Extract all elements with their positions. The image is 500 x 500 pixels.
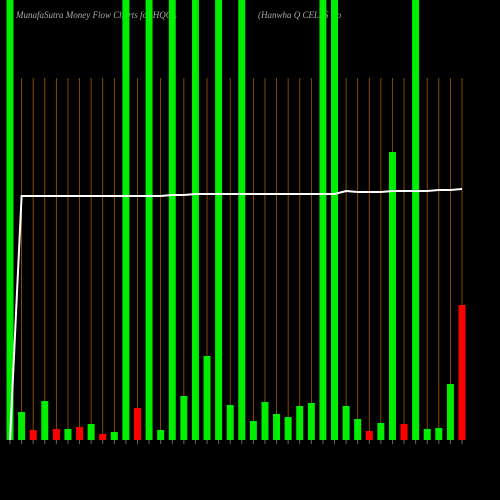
- bar: [133, 408, 141, 440]
- bar: [331, 0, 339, 440]
- bar: [423, 429, 431, 440]
- bar: [365, 431, 373, 440]
- bar: [377, 423, 385, 440]
- bar: [412, 0, 420, 440]
- bar: [41, 401, 49, 440]
- bar: [145, 0, 153, 440]
- bar: [168, 0, 176, 440]
- bar: [157, 430, 165, 440]
- bar: [226, 405, 234, 440]
- bar: [249, 421, 257, 440]
- bar: [446, 384, 454, 440]
- bar: [319, 0, 327, 440]
- bar: [261, 402, 269, 440]
- bar: [273, 414, 281, 440]
- bar: [191, 0, 199, 440]
- bar: [284, 417, 292, 440]
- bar: [64, 429, 72, 440]
- money-flow-line: [9, 188, 463, 441]
- bar: [388, 152, 396, 440]
- bar: [110, 432, 118, 440]
- bar: [435, 428, 443, 440]
- bar: [52, 429, 60, 440]
- bar: [203, 356, 211, 440]
- bar: [238, 0, 246, 440]
- bar: [458, 305, 466, 440]
- bar: [180, 396, 188, 440]
- bar: [76, 427, 84, 440]
- bar: [6, 0, 14, 440]
- bar: [307, 403, 315, 440]
- bar: [354, 419, 362, 440]
- bar: [296, 406, 304, 440]
- bar: [342, 406, 350, 440]
- bar: [122, 0, 130, 440]
- chart-subtitle: (Hanwha Q CELLS Co: [258, 10, 342, 20]
- bar: [29, 430, 37, 440]
- bar: [400, 424, 408, 440]
- bar: [87, 424, 95, 440]
- bar: [215, 0, 223, 440]
- chart-title: MunafaSutra Money Flow Charts for HQCL: [15, 10, 177, 20]
- bar: [18, 412, 26, 440]
- bar: [99, 434, 107, 440]
